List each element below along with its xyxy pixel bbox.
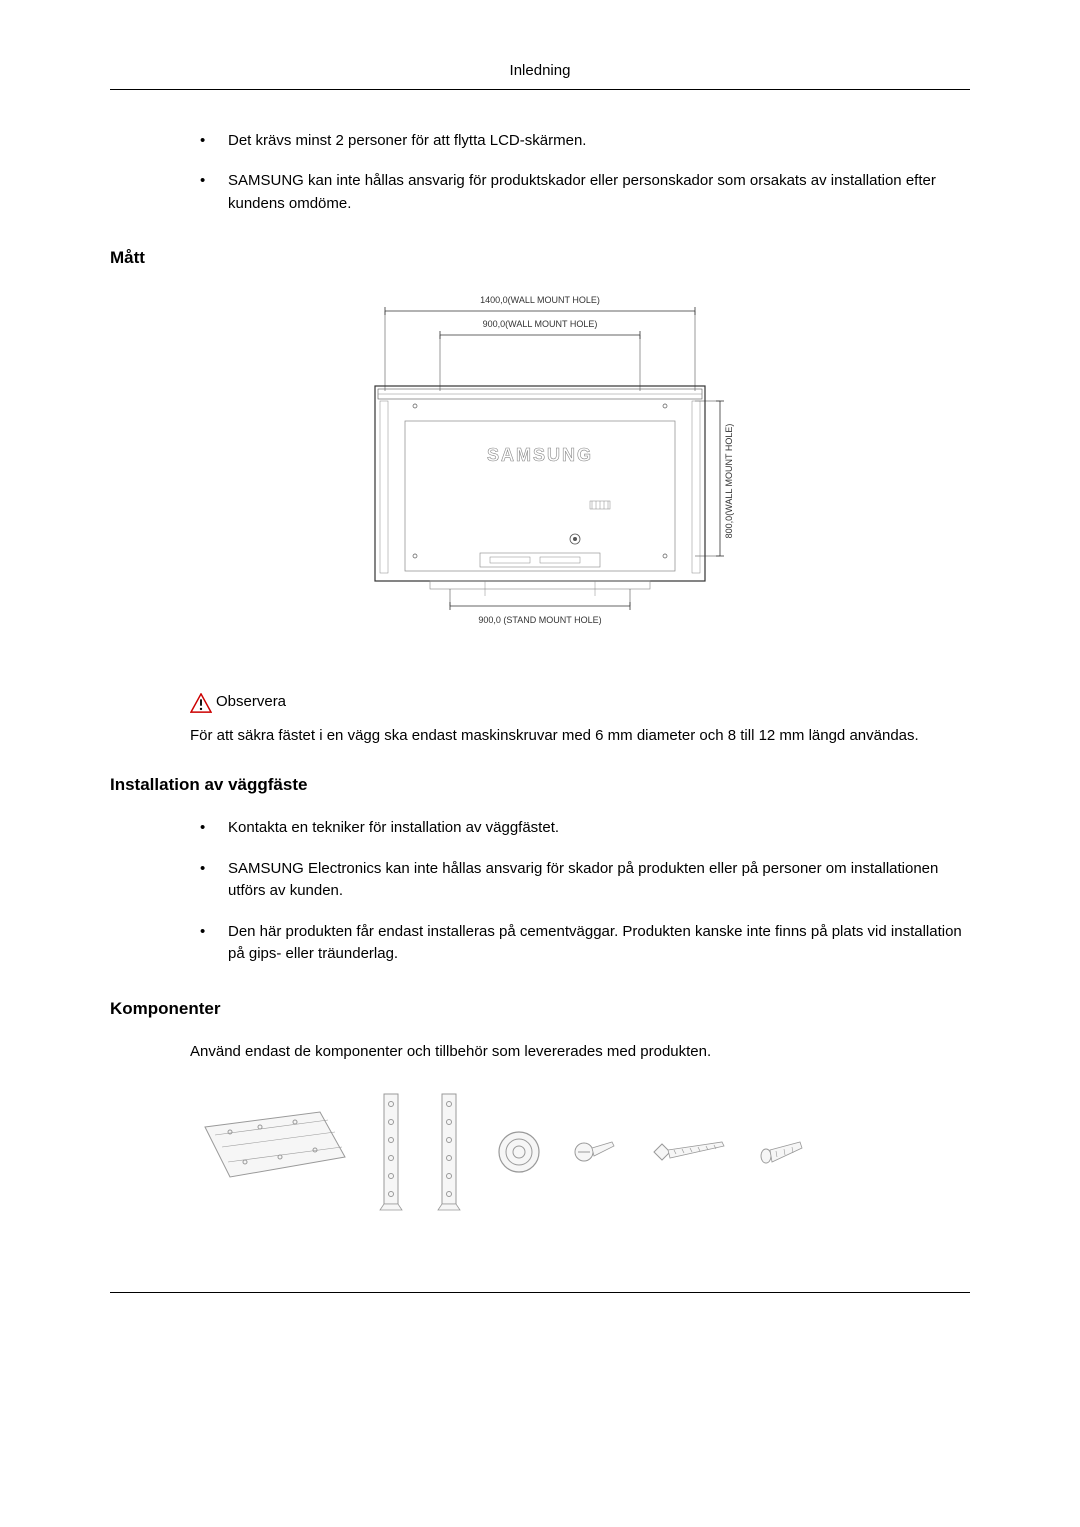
components-heading: Komponenter	[110, 996, 970, 1022]
dim-label-bottom: 900,0 (STAND MOUNT HOLE)	[478, 615, 601, 625]
observe-text: För att säkra fästet i en vägg ska endas…	[190, 725, 960, 748]
dim-label-right: 800,0(WALL MOUNT HOLE)	[724, 423, 734, 538]
bullet-text: Det krävs minst 2 personer för att flytt…	[228, 130, 970, 153]
intro-bullet-list: • Det krävs minst 2 personer för att fly…	[200, 130, 970, 216]
wall-install-heading: Installation av väggfäste	[110, 772, 970, 798]
header-title-text: Inledning	[510, 62, 571, 79]
component-small-screw-icon	[572, 1132, 622, 1172]
footer-rule	[110, 1292, 970, 1293]
component-wall-plate-icon	[200, 1107, 350, 1197]
bullet-dot: •	[200, 170, 228, 215]
bullet-text: Den här produkten får endast installeras…	[228, 921, 970, 966]
component-vertical-bracket-icon	[436, 1092, 466, 1212]
list-item: • Den här produkten får endast installer…	[200, 921, 970, 966]
component-anchor-icon	[758, 1134, 808, 1169]
dimensions-heading: Mått	[110, 245, 970, 271]
wall-install-bullet-list: • Kontakta en tekniker för installation …	[200, 817, 970, 966]
observe-label: Observera	[216, 691, 286, 714]
dim-label-top-outer: 1400,0(WALL MOUNT HOLE)	[480, 295, 600, 305]
bullet-dot: •	[200, 921, 228, 966]
bullet-text: SAMSUNG Electronics kan inte hållas ansv…	[228, 858, 970, 903]
list-item: • Kontakta en tekniker för installation …	[200, 817, 970, 840]
components-intro: Använd endast de komponenter och tillbeh…	[190, 1041, 960, 1064]
component-vertical-bracket-icon	[378, 1092, 408, 1212]
components-row	[200, 1092, 970, 1212]
bullet-text: Kontakta en tekniker för installation av…	[228, 817, 970, 840]
bullet-dot: •	[200, 817, 228, 840]
list-item: • Det krävs minst 2 personer för att fly…	[200, 130, 970, 153]
brand-text: SAMSUNG	[487, 445, 593, 465]
list-item: • SAMSUNG kan inte hållas ansvarig för p…	[200, 170, 970, 215]
dimensions-diagram: 1400,0(WALL MOUNT HOLE) 900,0(WALL MOUNT…	[110, 291, 970, 631]
tv-mount-diagram-svg: 1400,0(WALL MOUNT HOLE) 900,0(WALL MOUNT…	[330, 291, 750, 631]
list-item: • SAMSUNG Electronics kan inte hållas an…	[200, 858, 970, 903]
warning-triangle-icon	[190, 693, 212, 713]
page-header: Inledning	[110, 60, 970, 90]
bullet-text: SAMSUNG kan inte hållas ansvarig för pro…	[228, 170, 970, 215]
observe-row: Observera	[190, 691, 970, 714]
component-long-screw-icon	[650, 1132, 730, 1172]
dim-label-top-inner: 900,0(WALL MOUNT HOLE)	[483, 319, 598, 329]
component-washer-icon	[494, 1127, 544, 1177]
bullet-dot: •	[200, 130, 228, 153]
bullet-dot: •	[200, 858, 228, 903]
